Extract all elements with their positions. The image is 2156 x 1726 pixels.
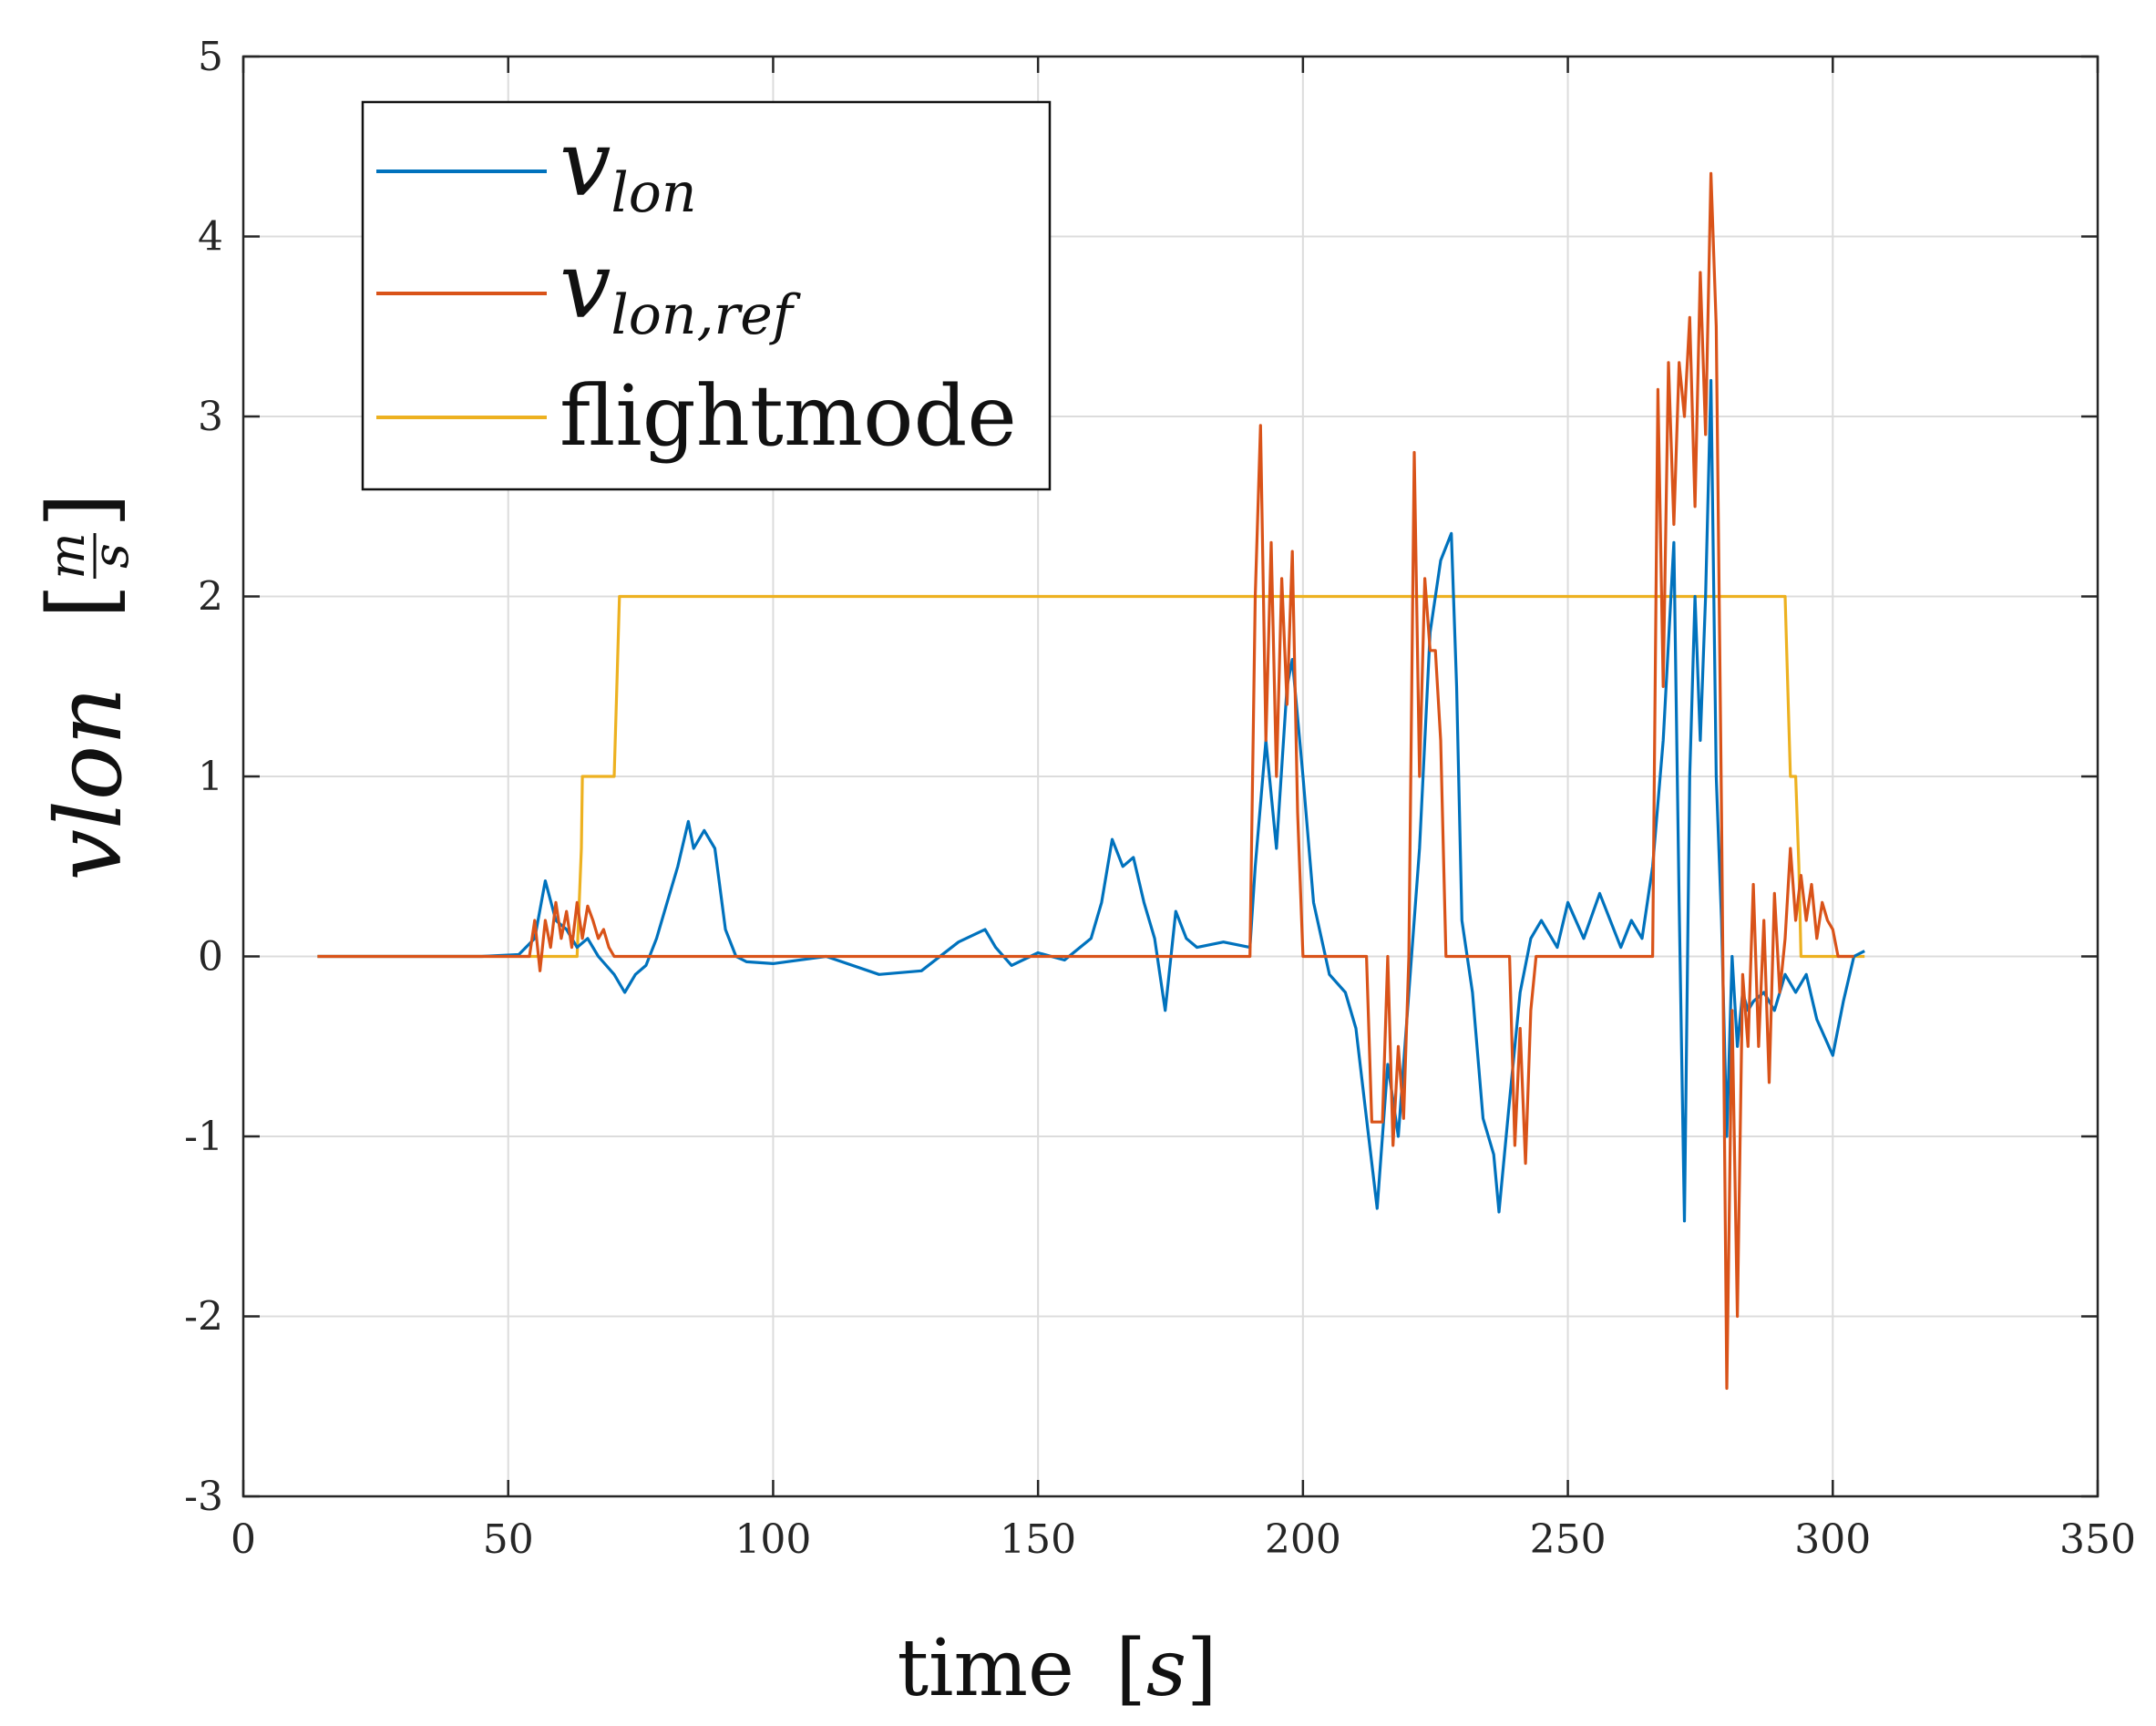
tick-layer: 0 50 100 150 200 250 300 350 -3 -2 -1 0 1 2 3 4 5 xyxy=(184,34,2136,1563)
series-layer xyxy=(317,171,1865,1391)
y-axis-unit-numerator: m xyxy=(38,532,96,579)
y-tick-label: -3 xyxy=(184,1474,223,1520)
x-axis-label-bracket-open: [ xyxy=(1115,1623,1146,1714)
y-tick-label: 0 xyxy=(198,934,223,981)
y-axis-label-text: vlon xyxy=(36,686,142,880)
legend-label-vlonref-main: v xyxy=(560,232,611,339)
legend-label-vlon-main: v xyxy=(560,110,611,217)
x-tick-label: 50 xyxy=(483,1516,534,1563)
y-tick-label: -2 xyxy=(184,1294,223,1341)
y-tick-label: 5 xyxy=(198,34,223,80)
y-axis-label: vlon [ m s ] xyxy=(28,492,142,880)
x-tick-label: 200 xyxy=(1265,1516,1341,1563)
y-tick-label: 3 xyxy=(198,394,223,440)
x-tick-label: 0 xyxy=(231,1516,256,1563)
series-line-v-lon xyxy=(317,378,1865,1223)
y-tick-label: 4 xyxy=(198,214,223,261)
legend-label-vlonref-sub: lon,ref xyxy=(611,283,802,347)
x-tick-label: 150 xyxy=(1000,1516,1076,1563)
x-tick-label: 100 xyxy=(734,1516,811,1563)
x-axis-unit: s xyxy=(1146,1623,1186,1714)
x-tick-label: 300 xyxy=(1794,1516,1871,1563)
x-tick-label: 350 xyxy=(2059,1516,2136,1563)
legend-label-vlon-sub: lon xyxy=(611,161,697,225)
y-tick-label: 1 xyxy=(198,754,223,800)
series-line-v-lon-ref xyxy=(317,171,1854,1391)
legend-label-flightmode: flightmode xyxy=(560,367,1017,465)
x-axis-label-text: time xyxy=(897,1623,1074,1714)
x-tick-label: 250 xyxy=(1530,1516,1607,1563)
legend-label-vlonref: vlon,ref xyxy=(560,232,802,347)
x-axis-label: time [s] xyxy=(897,1623,1217,1714)
legend-label-vlon: vlon xyxy=(560,110,696,225)
legend-box xyxy=(361,100,1052,491)
series-line-flightmode xyxy=(317,594,1865,959)
y-tick-label: -1 xyxy=(184,1114,223,1160)
y-axis-bracket-open: [ xyxy=(28,583,135,619)
y-axis-unit-denominator: s xyxy=(82,543,139,569)
y-axis-bracket-close: ] xyxy=(28,492,135,528)
x-axis-label-bracket-close: ] xyxy=(1186,1623,1217,1714)
legend: vlon vlon,ref flightmode xyxy=(361,100,1052,491)
y-tick-label: 2 xyxy=(198,574,223,621)
